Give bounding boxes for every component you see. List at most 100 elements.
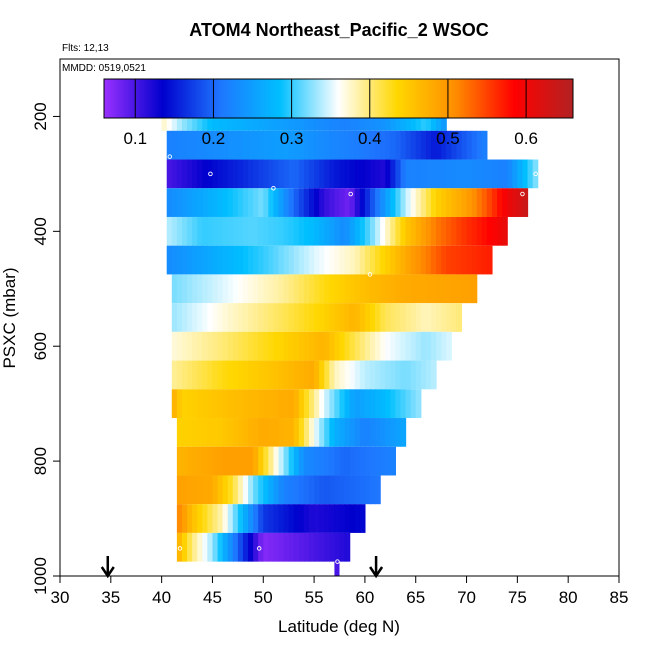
heatmap-cell — [410, 188, 417, 217]
heatmap-cell — [298, 274, 305, 304]
heatmap-cell — [207, 188, 214, 217]
heatmap-cell — [192, 188, 198, 217]
heatmap-cell — [248, 188, 254, 217]
heatmap-cell — [293, 159, 300, 189]
heatmap-cell — [471, 274, 478, 304]
heatmap-cell — [314, 389, 320, 419]
heatmap-cell — [253, 159, 259, 189]
heatmap-cell — [176, 245, 183, 275]
heatmap-cell — [369, 188, 376, 217]
heatmap-cell — [288, 216, 295, 246]
heatmap-cell — [187, 130, 193, 160]
y-tick-label: 600 — [31, 332, 50, 360]
heatmap-cell — [298, 446, 305, 476]
heatmap-cell — [232, 159, 239, 189]
heatmap-cell — [364, 274, 371, 304]
heatmap-cell — [344, 188, 351, 217]
heatmap-cell — [349, 475, 356, 505]
heatmap-cell — [197, 188, 203, 217]
heatmap-cell — [181, 446, 188, 476]
heatmap-cell — [187, 504, 193, 533]
heatmap-cell — [471, 130, 478, 160]
heatmap-cell — [410, 360, 417, 390]
heatmap-cell — [217, 130, 224, 160]
heatmap-cell — [395, 389, 402, 419]
heatmap-cell — [232, 216, 239, 246]
colorbar-tick-label: 0.3 — [280, 129, 304, 148]
heatmap-cell — [364, 245, 371, 275]
heatmap-cell — [283, 274, 290, 304]
heatmap-cell — [344, 245, 351, 275]
heatmap-cell — [344, 303, 351, 332]
heatmap-cell — [344, 159, 351, 189]
heatmap-cell — [273, 360, 280, 390]
heatmap-cell — [217, 504, 224, 533]
heatmap-cell — [212, 274, 219, 304]
heatmap-cell — [278, 446, 285, 476]
heatmap-cell — [192, 446, 198, 476]
heatmap-cell — [288, 331, 295, 361]
heatmap-cell — [314, 504, 320, 533]
heatmap-cell — [446, 216, 452, 246]
heatmap-cell — [242, 360, 249, 390]
heatmap-cell — [217, 418, 224, 447]
heatmap-cell — [207, 532, 214, 562]
heatmap-cell — [344, 130, 351, 160]
heatmap-cell — [385, 188, 391, 217]
heatmap-cell — [324, 245, 330, 275]
heatmap-cell — [329, 274, 336, 304]
heatmap-cell — [222, 418, 229, 447]
heatmap-cell — [192, 389, 198, 419]
heatmap-cell — [187, 418, 193, 447]
heatmap-cell — [248, 360, 254, 390]
sample-point — [271, 185, 276, 191]
heatmap-cell — [258, 130, 264, 160]
heatmap-cell — [237, 274, 244, 304]
heatmap-cell — [329, 245, 336, 275]
heatmap-cell — [354, 504, 361, 533]
heatmap-cell — [263, 130, 269, 160]
heatmap-cell — [268, 130, 275, 160]
heatmap-cell — [375, 331, 381, 361]
heatmap-cell — [319, 504, 325, 533]
heatmap-cell — [339, 159, 346, 189]
heatmap-cell — [237, 389, 244, 419]
heatmap-cell — [212, 188, 219, 217]
heatmap-cell — [324, 360, 330, 390]
heatmap-cell — [319, 130, 325, 160]
heatmap-cell — [420, 159, 427, 189]
heatmap-cell — [441, 274, 447, 304]
heatmap-cell — [436, 216, 442, 246]
heatmap-cell — [420, 130, 427, 160]
heatmap-cell — [222, 475, 229, 505]
heatmap-cell — [293, 389, 300, 419]
heatmap-cell — [309, 331, 315, 361]
colorbar-tick-label: 0.6 — [514, 129, 538, 148]
heatmap-cell — [400, 130, 407, 160]
heatmap-cell — [268, 303, 275, 332]
heatmap-cell — [288, 532, 295, 562]
heatmap-cell — [212, 303, 219, 332]
chart-title: ATOM4 Northeast_Pacific_2 WSOC — [189, 20, 488, 40]
heatmap-cell — [278, 532, 285, 562]
heatmap-cell — [192, 532, 198, 562]
heatmap-cell — [303, 446, 310, 476]
heatmap-cell — [339, 188, 346, 217]
heatmap-cell — [451, 245, 457, 275]
heatmap-cell — [385, 245, 391, 275]
heatmap-cell — [339, 130, 346, 160]
heatmap-cell — [298, 418, 305, 447]
heatmap-cell — [181, 216, 188, 246]
heatmap-cell — [242, 389, 249, 419]
heatmap-cell — [430, 331, 437, 361]
heatmap-cell — [202, 504, 208, 533]
x-tick-label: 70 — [457, 588, 476, 607]
heatmap-cell — [181, 389, 188, 419]
heatmap-cell — [248, 159, 254, 189]
heatmap-cell — [309, 532, 315, 562]
heatmap-cell — [461, 274, 468, 304]
heatmap-cell — [202, 303, 208, 332]
heatmap-cell — [385, 418, 391, 447]
heatmap-cell — [334, 389, 341, 419]
heatmap-cell — [263, 188, 269, 217]
